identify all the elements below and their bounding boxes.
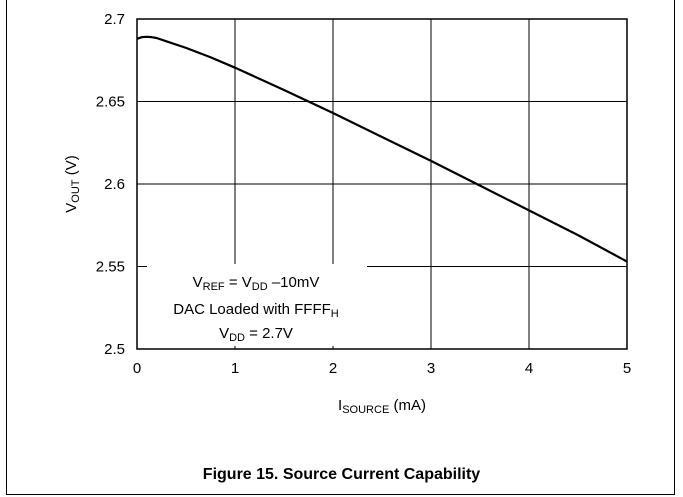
x-tick-label: 4 — [525, 360, 533, 377]
y-tick-labels: 2.5 2.55 2.6 2.65 2.7 — [96, 11, 125, 358]
annotation-line-dac: DAC Loaded with FFFFH — [173, 301, 339, 320]
y-tick-label: 2.65 — [96, 94, 125, 111]
y-tick-label: 2.6 — [104, 176, 125, 193]
y-tick-label: 2.55 — [96, 259, 125, 276]
y-tick-label: 2.5 — [104, 341, 125, 358]
annotation: VREF = VDD –10mV DAC Loaded with FFFFH V… — [147, 264, 367, 346]
x-tick-labels: 0 1 2 3 4 5 — [133, 360, 631, 377]
x-tick-label: 3 — [427, 360, 435, 377]
series-line — [137, 37, 627, 262]
y-axis-label: VOUT (V) — [63, 155, 82, 212]
x-tick-label: 5 — [623, 360, 631, 377]
x-tick-label: 2 — [329, 360, 337, 377]
x-tick-label: 1 — [231, 360, 239, 377]
y-tick-label: 2.7 — [104, 11, 125, 28]
series — [137, 37, 627, 262]
figure-caption: Figure 15. Source Current Capability — [0, 466, 683, 484]
x-axis-label: ISOURCE (mA) — [338, 397, 426, 416]
x-tick-label: 0 — [133, 360, 141, 377]
